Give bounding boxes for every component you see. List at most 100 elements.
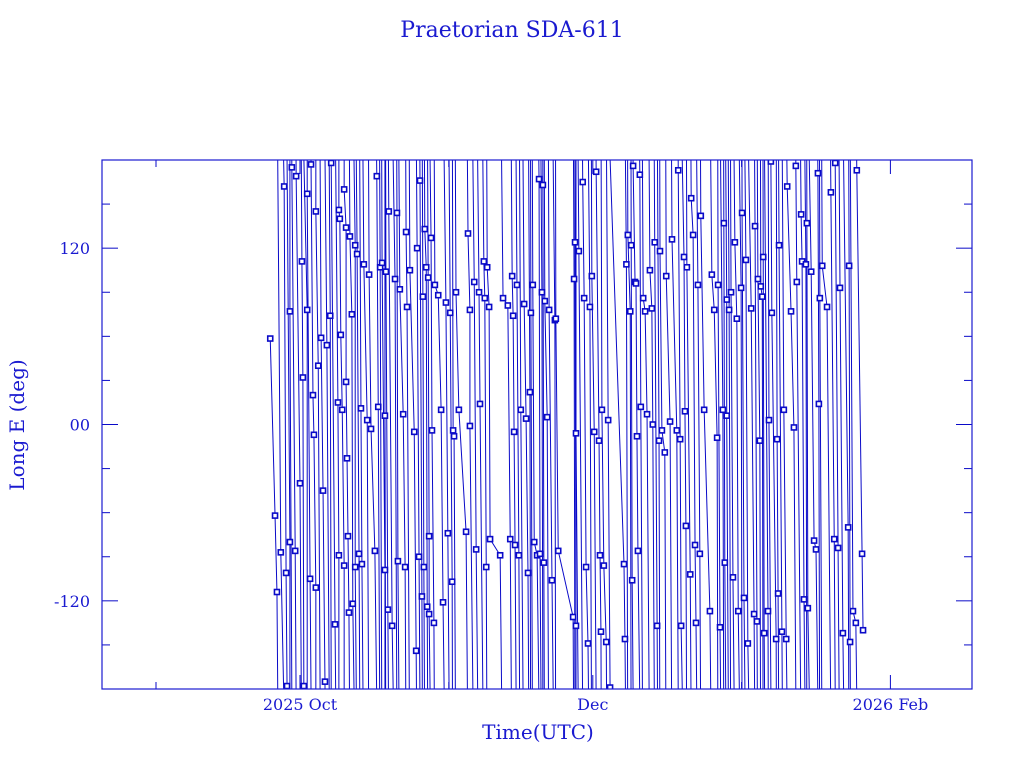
data-point-marker <box>355 550 363 558</box>
data-point-marker <box>312 584 320 591</box>
data-point-marker <box>738 209 746 217</box>
data-point-marker <box>391 275 399 283</box>
y-tick-label: 120 <box>59 239 90 258</box>
data-point-marker <box>496 551 504 559</box>
plot-frame <box>101 159 973 690</box>
data-point-marker <box>412 647 420 655</box>
data-point-marker <box>442 299 450 306</box>
data-point-marker <box>317 334 325 342</box>
data-point-marker <box>721 559 729 566</box>
data-point-marker <box>393 209 401 217</box>
data-point-marker <box>637 403 645 411</box>
data-point-marker <box>720 219 728 227</box>
data-point-marker <box>538 288 546 296</box>
data-point-marker <box>620 560 628 568</box>
data-point-marker <box>753 618 761 625</box>
data-point-marker <box>286 538 294 546</box>
data-point-marker <box>592 168 600 176</box>
data-point-marker <box>399 410 407 418</box>
data-point-marker <box>365 271 373 278</box>
data-point-marker <box>303 190 311 198</box>
data-point-marker <box>859 626 867 634</box>
data-point-marker <box>632 280 640 287</box>
data-point-marker <box>351 563 359 571</box>
data-point-marker <box>286 308 294 315</box>
data-point-marker <box>273 588 281 596</box>
data-point-marker <box>641 308 649 315</box>
x-tick-label: 2025 Oct <box>263 695 338 714</box>
data-point-marker <box>420 563 428 571</box>
data-point-marker <box>446 309 454 317</box>
data-point-marker <box>396 286 404 293</box>
data-point-marker <box>307 161 315 168</box>
data-point-marker <box>385 208 393 215</box>
data-point-marker <box>802 261 810 268</box>
data-point-marker <box>725 306 733 314</box>
data-point-marker <box>846 638 854 646</box>
data-point-marker <box>803 219 811 227</box>
data-point-marker <box>818 262 826 270</box>
data-point-marker <box>792 162 800 170</box>
data-point-marker <box>689 231 697 239</box>
data-point-marker <box>668 236 676 243</box>
data-point-marker <box>280 183 288 190</box>
data-point-marker <box>421 225 429 233</box>
data-point-marker <box>756 437 764 444</box>
data-point-marker <box>775 241 783 249</box>
data-point-marker <box>522 415 530 422</box>
data-point-marker <box>296 479 304 487</box>
data-point-marker <box>595 437 603 444</box>
data-point-marker <box>337 331 345 339</box>
data-point-marker <box>504 302 512 309</box>
data-point-marker <box>425 532 433 540</box>
data-point-marker <box>767 160 775 165</box>
data-point-marker <box>524 569 532 577</box>
data-point-marker <box>475 288 483 296</box>
data-point-marker <box>852 619 860 627</box>
data-point-marker <box>335 551 343 559</box>
data-point-marker <box>511 541 519 549</box>
data-point-marker <box>340 186 348 193</box>
data-point-marker <box>349 600 357 608</box>
data-point-marker <box>814 169 822 177</box>
data-point-marker <box>306 575 314 583</box>
data-point-marker <box>540 559 548 566</box>
data-point-marker <box>298 258 306 265</box>
data-point-marker <box>470 278 478 286</box>
data-point-marker <box>586 303 594 311</box>
data-point-marker <box>713 434 721 442</box>
data-point-marker <box>345 609 353 616</box>
data-point-marker <box>406 266 414 274</box>
data-point-marker <box>326 312 334 320</box>
data-point-marker <box>437 406 445 414</box>
data-point-marker <box>772 635 780 643</box>
data-point-marker <box>604 416 612 424</box>
data-point-marker <box>700 406 708 414</box>
data-point-marker <box>674 166 682 174</box>
data-point-marker <box>643 410 651 418</box>
data-point-marker <box>541 297 549 305</box>
data-point-marker <box>299 374 307 381</box>
data-point-marker <box>661 449 669 456</box>
data-point-marker <box>526 388 534 396</box>
data-point-marker <box>300 682 308 689</box>
data-point-marker <box>485 303 493 311</box>
data-point-marker <box>815 400 823 408</box>
data-point-marker <box>323 341 331 349</box>
data-point-marker <box>422 263 430 271</box>
data-point-marker <box>452 288 460 296</box>
data-point-marker <box>552 315 560 323</box>
data-point-marker <box>731 238 739 246</box>
data-point-marker <box>291 547 299 555</box>
x-axis-label: Time(UTC) <box>482 720 594 744</box>
data-point-marker <box>580 294 588 302</box>
data-point-marker <box>853 166 861 174</box>
data-point-marker <box>830 535 838 543</box>
data-point-marker <box>381 566 389 574</box>
data-point-marker <box>572 430 580 437</box>
data-point-marker <box>804 604 812 612</box>
data-point-marker <box>831 160 839 167</box>
data-point-marker <box>697 212 705 220</box>
data-point-marker <box>681 407 689 415</box>
data-point-marker <box>509 312 517 320</box>
